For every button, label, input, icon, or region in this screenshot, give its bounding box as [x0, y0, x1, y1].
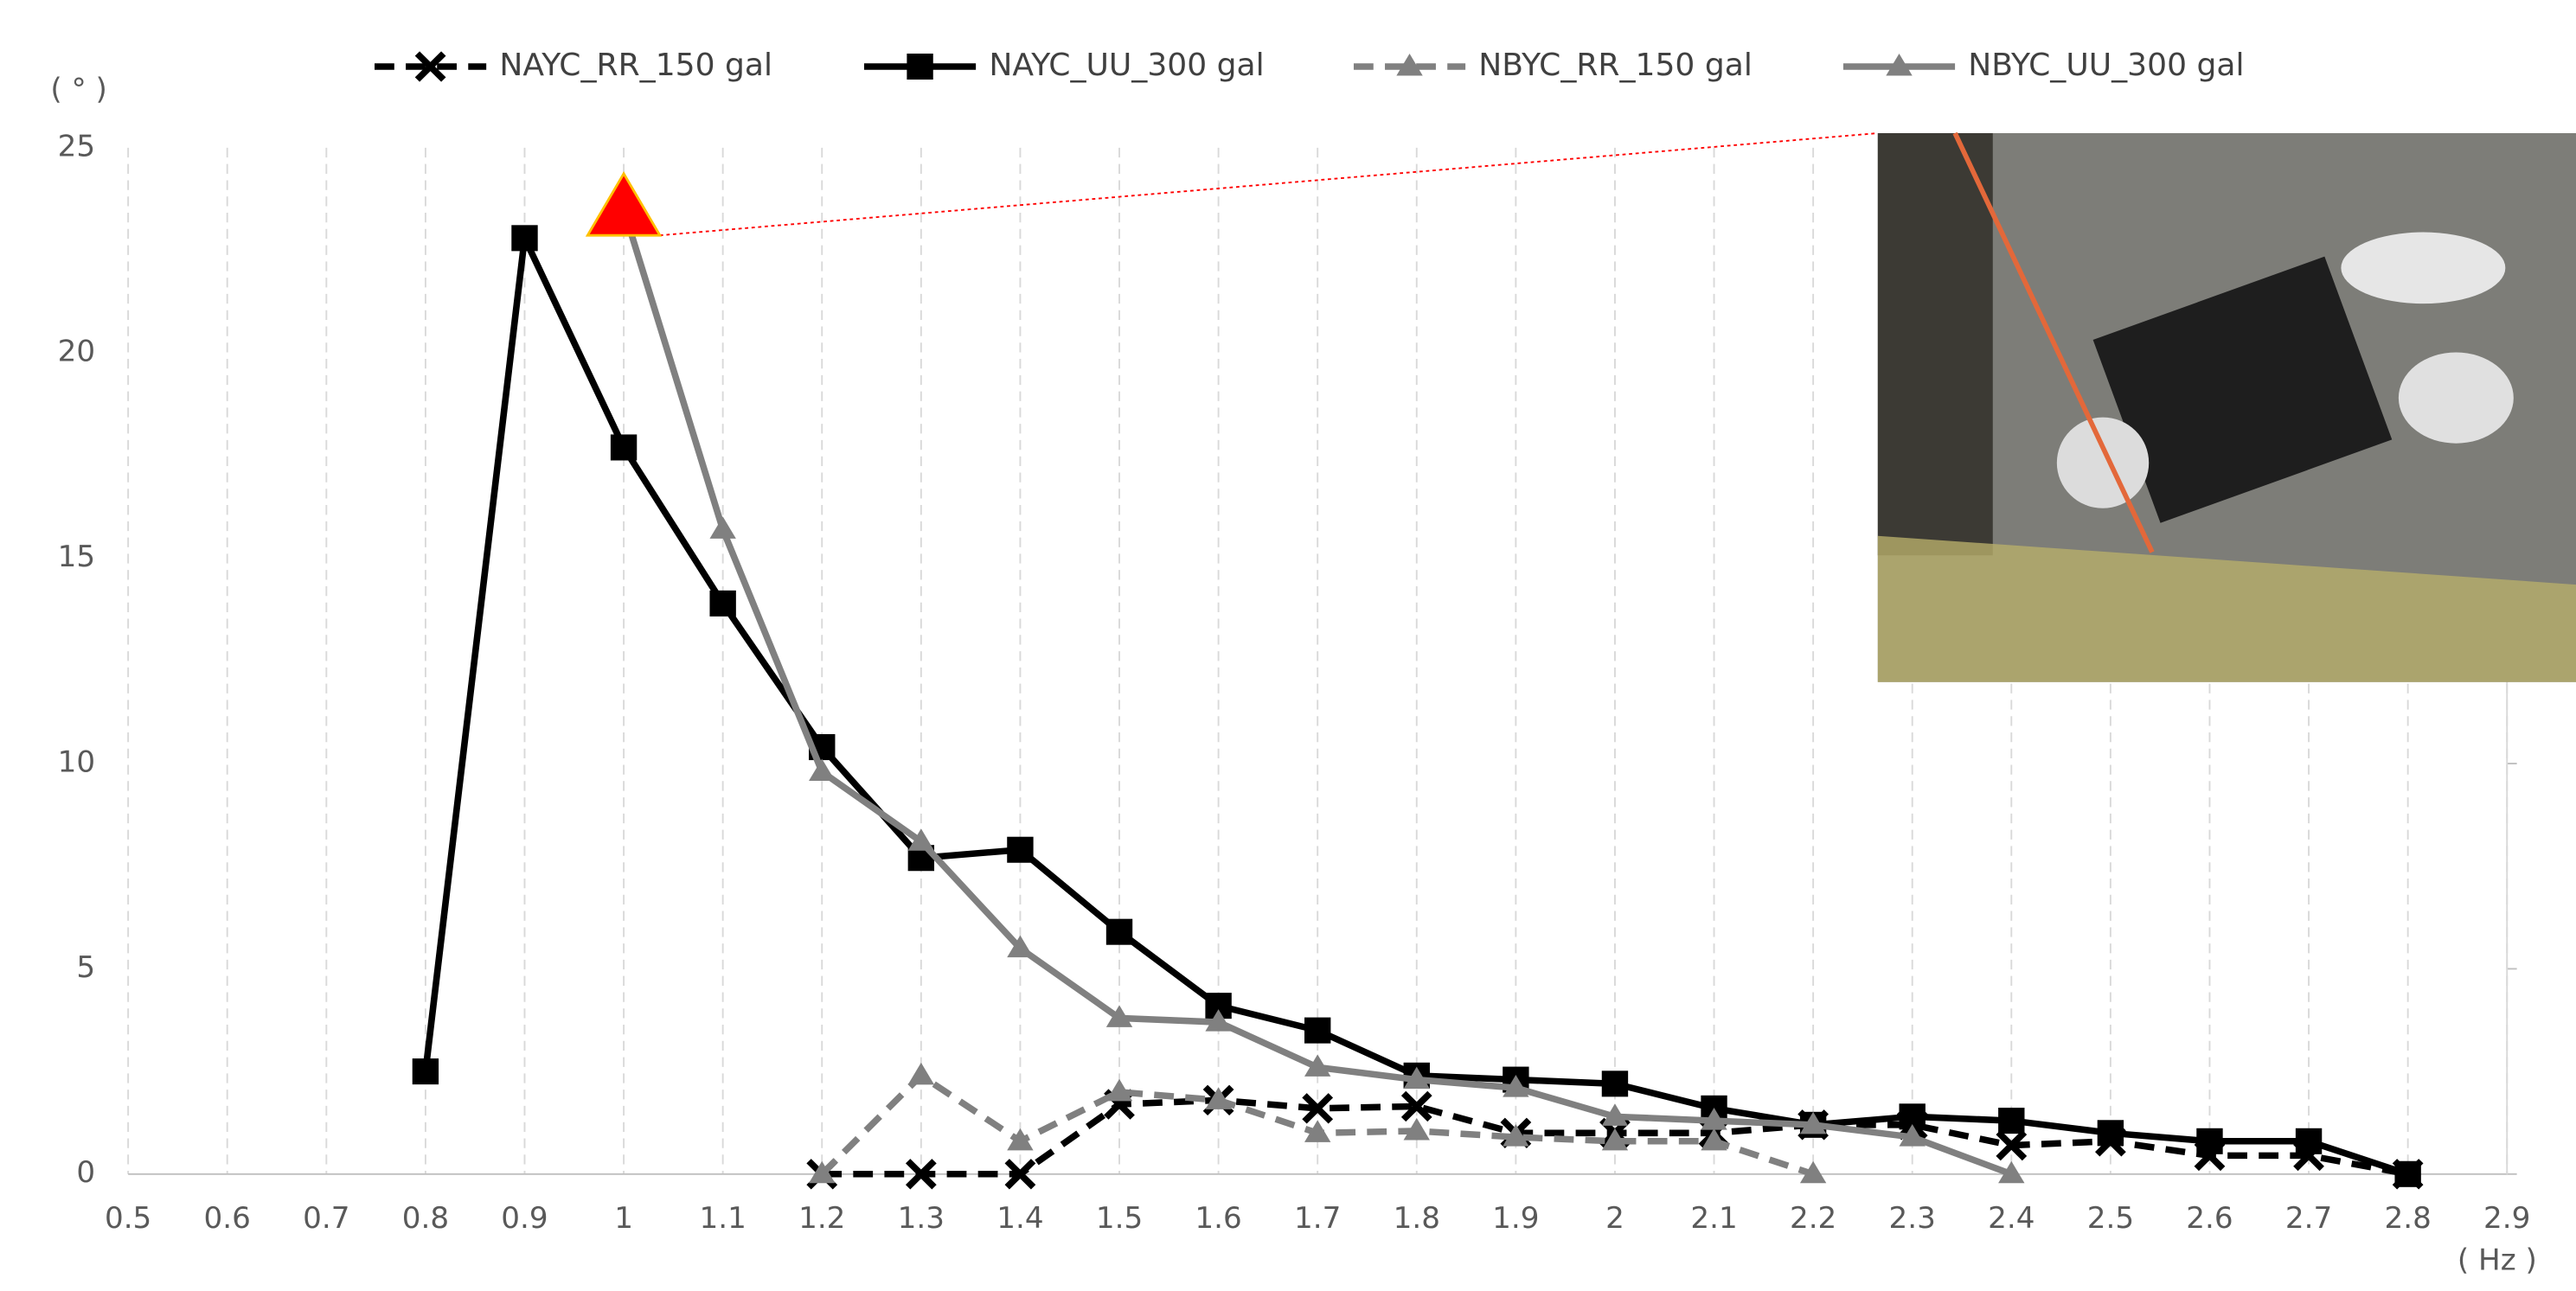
x-tick-label: 1.1 — [699, 1201, 746, 1236]
x-tick-label: 1.9 — [1492, 1201, 1539, 1236]
photo-dummy-arm — [2341, 232, 2506, 304]
y-unit: ( ° ) — [50, 73, 106, 107]
x-tick-label: 1.5 — [1096, 1201, 1143, 1236]
marker — [907, 828, 935, 851]
photo-edge — [1877, 132, 1993, 556]
marker — [809, 1160, 836, 1184]
marker — [1004, 1159, 1036, 1190]
marker — [1400, 1090, 1432, 1122]
x-tick-label: 2.3 — [1889, 1201, 1936, 1236]
x-tick-label: 2.6 — [2186, 1201, 2233, 1236]
marker — [809, 758, 836, 782]
x-tick-label: 1.4 — [996, 1201, 1043, 1236]
plot-area — [412, 132, 2424, 1190]
marker — [1302, 1093, 1334, 1124]
marker — [1304, 1017, 1331, 1044]
marker — [1105, 1078, 1133, 1102]
y-tick-label: 25 — [58, 130, 95, 164]
x-tick-label: 1.3 — [898, 1201, 945, 1236]
y-tick-label: 10 — [58, 745, 95, 780]
photo-dummy-head — [2056, 417, 2150, 508]
x-unit: ( Hz ) — [2457, 1243, 2537, 1278]
marker — [1304, 1120, 1331, 1142]
marker — [905, 1159, 937, 1190]
marker — [2295, 1128, 2323, 1154]
marker — [1105, 1005, 1133, 1027]
legend-label: NAYC_RR_150 gal — [499, 48, 772, 83]
marker — [1403, 1117, 1430, 1141]
marker — [1304, 1054, 1331, 1077]
highlight-connector — [659, 132, 1878, 237]
x-tick-label: 1.7 — [1294, 1201, 1341, 1236]
photo-seat — [2092, 256, 2393, 523]
legend: NAYC_RR_150 gal NAYC_UU_300 gal NBYC_RR_15… — [375, 48, 2245, 83]
legend-label: NAYC_UU_300 gal — [989, 48, 1264, 83]
legend-marker — [1886, 53, 1913, 76]
legend-label: NBYC_UU_300 gal — [1968, 48, 2244, 83]
marker — [1503, 1124, 1529, 1147]
marker — [2196, 1128, 2223, 1154]
x-tick-label: 0.5 — [105, 1201, 151, 1236]
marker — [610, 434, 638, 461]
marker — [1403, 1066, 1430, 1090]
photo-dummy-knee — [2398, 352, 2514, 444]
photo-inset — [1877, 131, 2576, 682]
marker — [1601, 1128, 1629, 1151]
marker — [1996, 1129, 2028, 1161]
marker — [709, 590, 736, 617]
y-tick-label: 15 — [58, 540, 95, 574]
x-tick-label: 2.2 — [1790, 1201, 1836, 1236]
marker — [1799, 1111, 1827, 1134]
marker — [511, 225, 538, 252]
x-tick-label: 2.9 — [2483, 1201, 2530, 1236]
y-tick-label: 5 — [76, 950, 95, 985]
marker — [709, 516, 736, 539]
x-tick-label: 2 — [1605, 1201, 1624, 1236]
marker — [1007, 1128, 1034, 1151]
x-tick-label: 2.5 — [2087, 1201, 2134, 1236]
legend-label: NBYC_RR_150 gal — [1478, 48, 1753, 83]
marker — [1701, 1108, 1727, 1130]
y-tick-label: 0 — [76, 1155, 95, 1190]
marker — [1503, 1075, 1529, 1097]
x-tick-label: 0.9 — [501, 1201, 548, 1236]
marker — [1899, 1124, 1926, 1147]
photo-net — [1877, 535, 2576, 682]
x-tick-label: 1.8 — [1394, 1201, 1440, 1236]
marker — [907, 1062, 935, 1085]
x-tick-label: 1.6 — [1195, 1201, 1241, 1236]
x-tick-label: 0.7 — [303, 1201, 349, 1236]
marker — [2394, 1160, 2421, 1187]
x-tick-label: 2.8 — [2384, 1201, 2431, 1236]
marker — [1007, 836, 1034, 863]
marker — [1998, 1160, 2025, 1184]
x-tick-label: 2.1 — [1690, 1201, 1737, 1236]
highlight-marker — [585, 170, 663, 237]
x-tick-label: 0.6 — [204, 1201, 251, 1236]
marker — [1601, 1103, 1629, 1126]
legend-marker — [907, 53, 933, 80]
x-tick-label: 2.7 — [2285, 1201, 2332, 1236]
marker — [1601, 1071, 1629, 1097]
legend-marker — [1396, 53, 1423, 76]
x-tick-label: 0.8 — [402, 1201, 449, 1236]
marker — [412, 1058, 439, 1085]
x-tick-label: 1.2 — [798, 1201, 845, 1236]
marker — [1205, 1009, 1232, 1032]
x-tick-label: 2.4 — [1988, 1201, 2035, 1236]
marker — [2097, 1120, 2124, 1147]
x-tick-label: 1 — [614, 1201, 633, 1236]
marker — [1105, 918, 1133, 945]
legend-marker — [414, 51, 446, 82]
marker — [1205, 1087, 1232, 1109]
marker — [1799, 1160, 1827, 1184]
marker — [1701, 1128, 1727, 1151]
photo-rope — [1952, 131, 2155, 553]
y-tick-label: 20 — [58, 335, 95, 369]
marker — [1998, 1108, 2025, 1134]
marker — [1007, 935, 1034, 958]
